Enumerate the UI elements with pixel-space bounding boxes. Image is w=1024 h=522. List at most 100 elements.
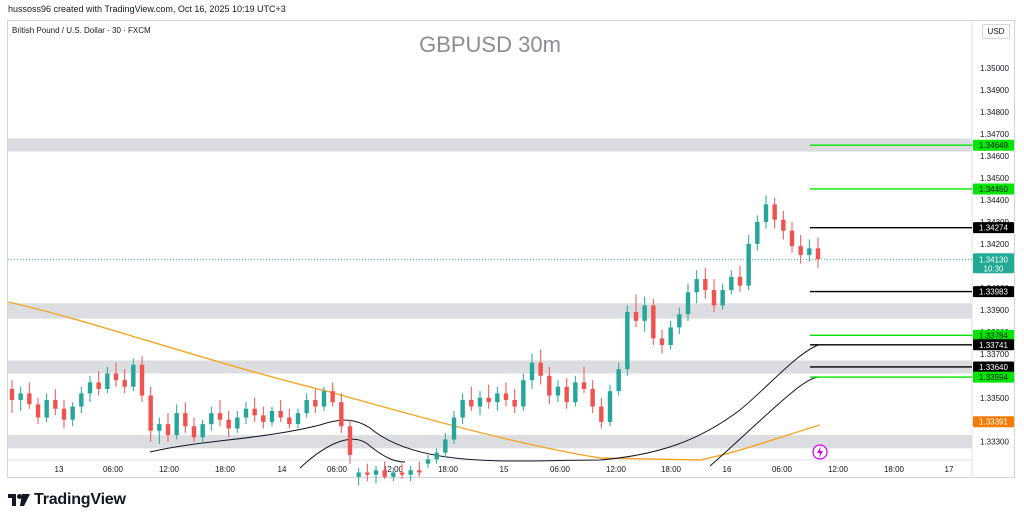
x-tick-label: 18:00 bbox=[661, 465, 682, 474]
x-tick-label: 13 bbox=[55, 465, 64, 474]
candle-body bbox=[642, 305, 647, 321]
candle-body bbox=[347, 426, 353, 455]
candle-body bbox=[616, 369, 621, 392]
candle-body bbox=[789, 230, 795, 247]
candle-body bbox=[529, 362, 535, 381]
level-price-tag bbox=[973, 339, 1014, 351]
candle-body bbox=[174, 413, 179, 436]
candle-body bbox=[547, 375, 552, 396]
x-tick-label: 16 bbox=[723, 465, 732, 474]
bar-countdown-label: 10:30 bbox=[983, 264, 1004, 273]
candle-body bbox=[87, 382, 93, 394]
y-tick-label: 1.33900 bbox=[980, 306, 1009, 315]
candle-body bbox=[191, 426, 197, 438]
level-price-label: 1.33594 bbox=[979, 373, 1008, 382]
candle-body bbox=[633, 312, 639, 321]
lower-band-line bbox=[299, 376, 819, 469]
level-price-label: 1.34450 bbox=[979, 185, 1008, 194]
y-tick-label: 1.34600 bbox=[980, 152, 1009, 161]
candle-body bbox=[469, 399, 474, 407]
candle-body bbox=[269, 410, 275, 422]
candle-body bbox=[434, 452, 439, 460]
candle-body bbox=[382, 470, 387, 477]
candle-body bbox=[573, 382, 578, 403]
candle-body bbox=[365, 472, 370, 475]
candle-body bbox=[477, 397, 483, 407]
level-price-tag bbox=[973, 371, 1014, 383]
candle-body bbox=[373, 470, 379, 475]
symbol-description[interactable]: British Pound / U.S. Dollar · 30 · FXCM bbox=[12, 26, 151, 35]
candle-body bbox=[183, 413, 188, 427]
x-tick-label: 12:00 bbox=[606, 465, 627, 474]
candle-body bbox=[755, 221, 760, 244]
chart-attribution: hussoss96 created with TradingView.com, … bbox=[8, 4, 286, 14]
level-price-tag bbox=[973, 361, 1014, 373]
candle-body bbox=[18, 393, 23, 400]
candle-body bbox=[9, 388, 15, 400]
x-tick-label: 06:00 bbox=[550, 465, 571, 474]
level-price-tag bbox=[973, 329, 1014, 341]
x-tick-label: 06:00 bbox=[103, 465, 124, 474]
candle-body bbox=[737, 276, 743, 286]
candle-body bbox=[581, 382, 587, 389]
ema-price-label: 1.33391 bbox=[979, 418, 1008, 427]
x-tick-label: 18:00 bbox=[884, 465, 905, 474]
candle-body bbox=[781, 219, 786, 231]
symbol-watermark: GBPUSD 30m bbox=[419, 32, 561, 57]
candle-body bbox=[659, 338, 665, 346]
tradingview-logo-text: TradingView bbox=[34, 491, 126, 508]
candle-body bbox=[356, 472, 361, 477]
ema-line bbox=[7, 301, 821, 461]
y-tick-label: 1.33500 bbox=[980, 394, 1009, 403]
candle-body bbox=[607, 391, 613, 422]
y-tick-label: 1.35000 bbox=[980, 64, 1009, 73]
currency-selector[interactable]: USD bbox=[982, 24, 1010, 39]
tradingview-logo[interactable]: TradingView bbox=[8, 491, 126, 509]
candle-body bbox=[278, 410, 283, 418]
candle-body bbox=[815, 248, 821, 260]
candle-body bbox=[235, 417, 240, 429]
candle-body bbox=[555, 386, 561, 396]
y-tick-label: 1.34700 bbox=[980, 130, 1009, 139]
level-price-tag bbox=[973, 183, 1014, 195]
lightning-event-icon[interactable] bbox=[812, 444, 828, 460]
level-price-label: 1.33741 bbox=[979, 341, 1008, 350]
candle-body bbox=[772, 204, 777, 220]
candle-body bbox=[564, 386, 569, 403]
candle-body bbox=[252, 408, 257, 416]
x-tick-label: 12:00 bbox=[159, 465, 180, 474]
level-price-tag bbox=[973, 286, 1014, 298]
candle-body bbox=[763, 204, 769, 222]
level-price-label: 1.33640 bbox=[979, 363, 1008, 372]
candle-body bbox=[53, 399, 58, 409]
level-price-tag bbox=[973, 222, 1014, 234]
candle-body bbox=[460, 399, 465, 418]
candle-body bbox=[451, 417, 457, 440]
candle-body bbox=[807, 248, 812, 255]
candle-body bbox=[79, 393, 84, 407]
y-tick-label: 1.34900 bbox=[980, 86, 1009, 95]
candle-body bbox=[295, 413, 301, 425]
x-tick-label: 18:00 bbox=[438, 465, 459, 474]
candle-body bbox=[711, 290, 717, 306]
candle-body bbox=[105, 373, 110, 389]
candle-body bbox=[61, 408, 67, 420]
candle-body bbox=[495, 393, 500, 403]
candle-body bbox=[304, 399, 309, 414]
candle-body bbox=[70, 406, 75, 420]
support-resistance-zone bbox=[8, 303, 972, 319]
x-tick-label: 14 bbox=[278, 465, 287, 474]
level-price-label: 1.34649 bbox=[979, 141, 1008, 150]
tradingview-logo-icon bbox=[8, 494, 30, 506]
candle-body bbox=[538, 362, 543, 376]
candle-body bbox=[35, 404, 41, 418]
candle-body bbox=[217, 413, 223, 420]
candle-body bbox=[122, 380, 127, 387]
candle-body bbox=[148, 395, 153, 431]
candle-body bbox=[512, 399, 517, 407]
y-tick-label: 1.34800 bbox=[980, 108, 1009, 117]
candle-body bbox=[720, 290, 725, 306]
candle-body bbox=[44, 399, 49, 418]
y-tick-label: 1.33300 bbox=[980, 438, 1009, 447]
